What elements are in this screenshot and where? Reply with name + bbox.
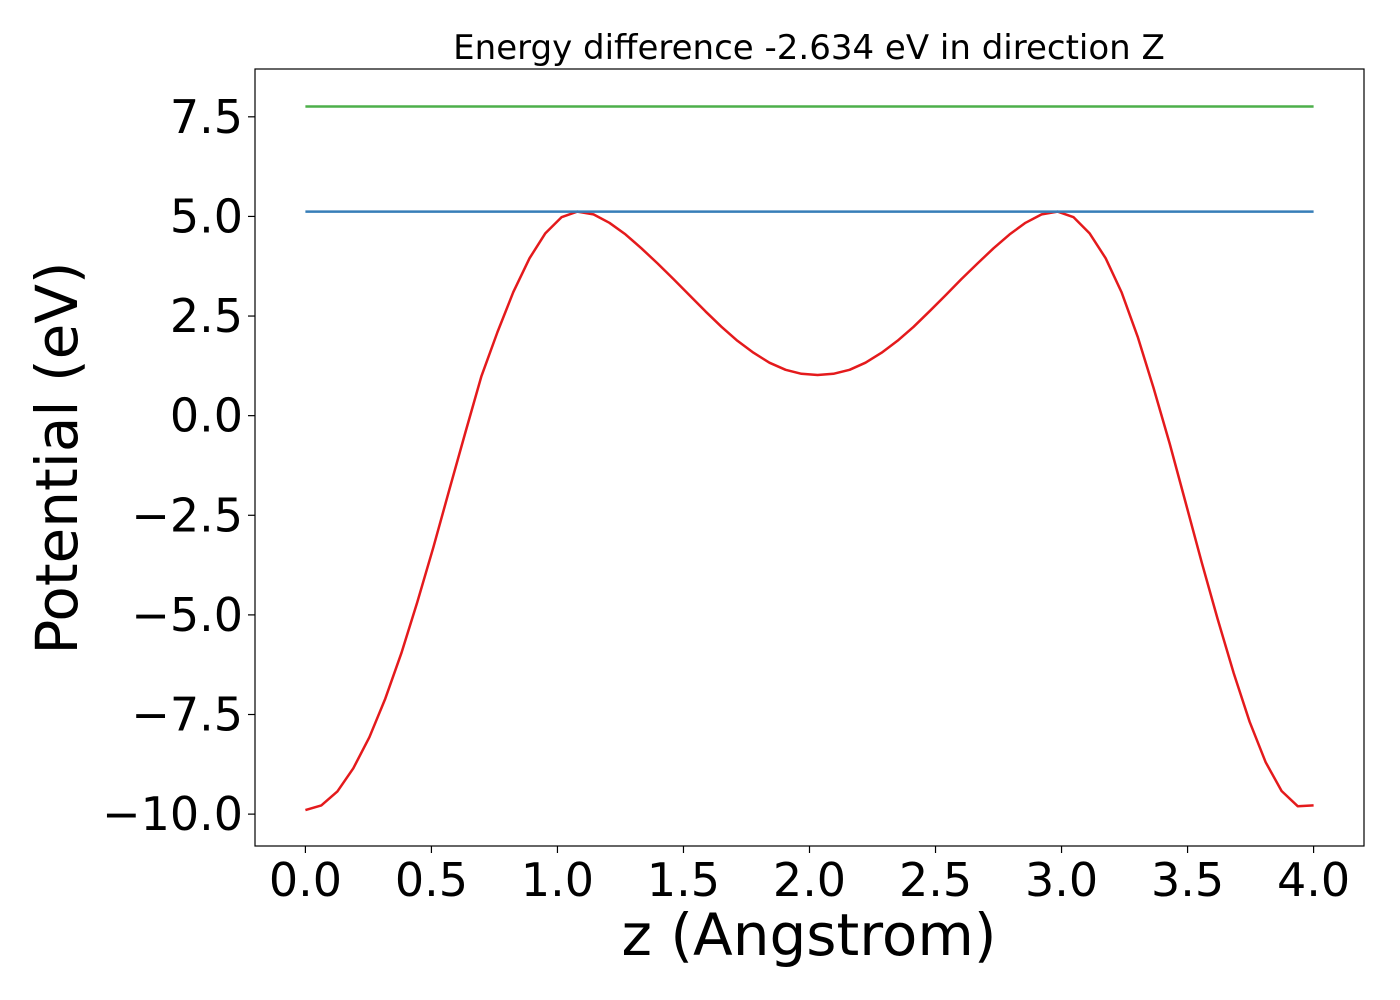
y-tick-label: 7.5: [170, 90, 243, 144]
x-tick-label: 1.0: [521, 853, 594, 907]
x-axis-label: z (Angstrom): [622, 901, 997, 969]
y-tick-label: 2.5: [170, 289, 243, 343]
y-axis-label: Potential (eV): [23, 261, 91, 654]
x-tick-label: 0.5: [395, 853, 468, 907]
x-tick-label: 4.0: [1277, 853, 1350, 907]
x-tick-label: 0.0: [269, 853, 342, 907]
y-tick-label: −2.5: [131, 488, 243, 542]
y-tick-label: −10.0: [102, 787, 243, 841]
y-tick-label: −7.5: [131, 688, 243, 742]
series-layer: [305, 105, 1314, 812]
x-tick-label: 1.5: [647, 853, 720, 907]
x-tick-label: 2.5: [899, 853, 972, 907]
y-tick-label: 0.0: [170, 389, 243, 443]
chart-title: Energy difference -2.634 eV in direction…: [453, 28, 1165, 68]
plot-frame: [254, 68, 1365, 847]
series-line-0: [305, 210, 1314, 812]
y-tick-label: 5.0: [170, 189, 243, 243]
x-tick-label: 3.0: [1025, 853, 1098, 907]
x-axis-ticks: 0.0 0.5 1.0 1.5 2.0 2.5 3.0 3.5 4.0: [269, 846, 1350, 907]
y-axis-ticks: 7.5 5.0 2.5 0.0 −2.5 −5.0 −7.5 −10.0: [102, 90, 255, 841]
x-tick-label: 2.0: [773, 853, 846, 907]
y-tick-label: −5.0: [131, 588, 243, 642]
x-tick-label: 3.5: [1151, 853, 1224, 907]
